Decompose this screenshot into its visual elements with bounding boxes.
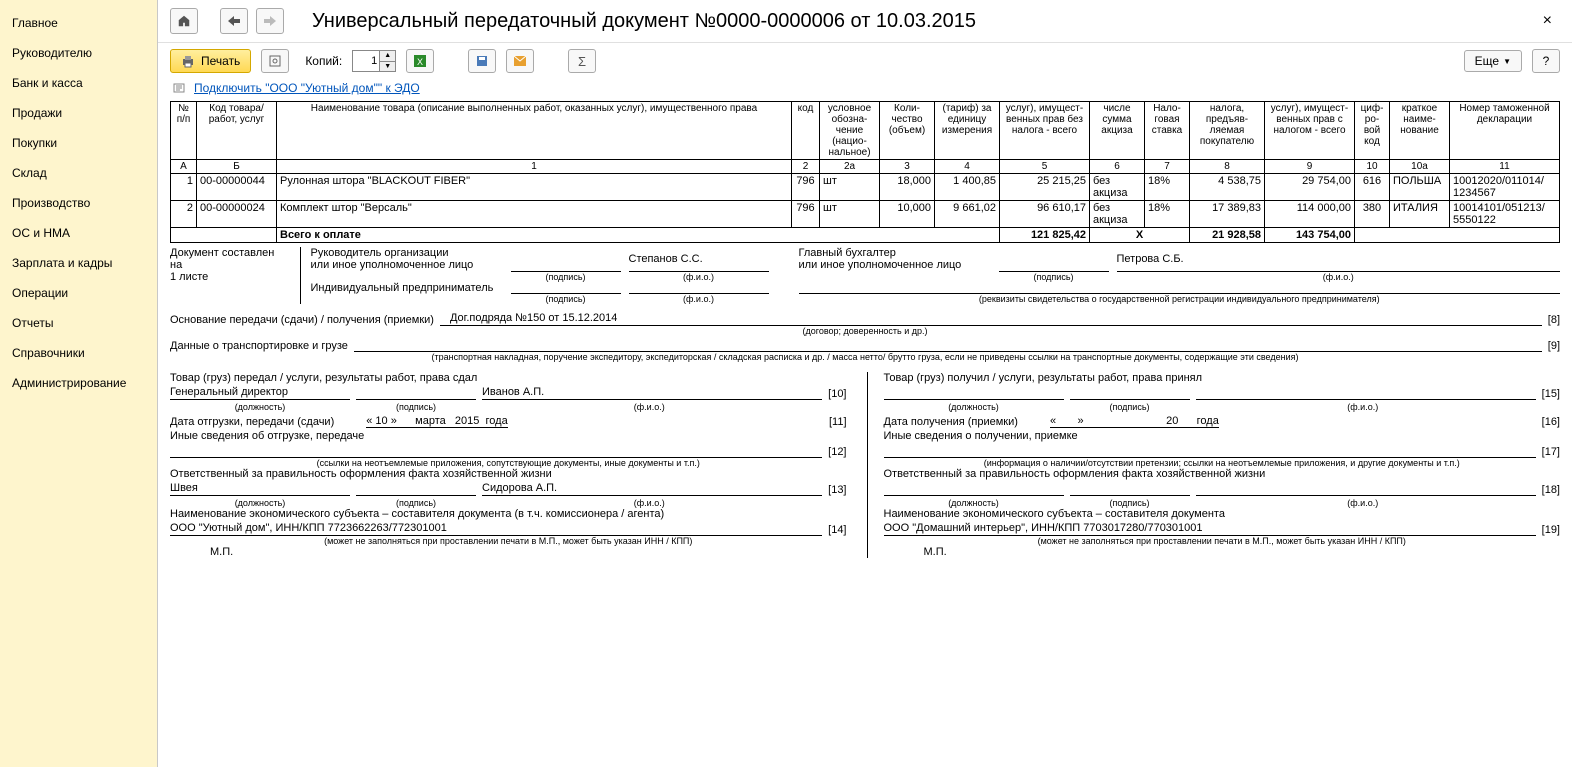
items-table: № п/п Код товара/ работ, услуг Наименова… <box>170 101 1560 243</box>
sidebar: Главное Руководителю Банк и касса Продаж… <box>0 0 158 767</box>
sidebar-item[interactable]: ОС и НМА <box>0 218 157 248</box>
spin-down[interactable]: ▼ <box>379 62 395 72</box>
signature-area: Документ составлен на 1 листе Руководите… <box>170 247 1560 558</box>
preview-button[interactable] <box>261 49 289 73</box>
edo-icon <box>172 81 186 95</box>
document-area: № п/п Код товара/ работ, услуг Наименова… <box>158 101 1572 767</box>
sidebar-item[interactable]: Отчеты <box>0 308 157 338</box>
sidebar-item[interactable]: Администрирование <box>0 368 157 398</box>
home-button[interactable] <box>170 8 198 34</box>
col-excise: числе сумма акциза <box>1090 102 1145 160</box>
sidebar-item[interactable]: Продажи <box>0 98 157 128</box>
page-title: Универсальный передаточный документ №000… <box>312 10 976 33</box>
email-button[interactable] <box>506 49 534 73</box>
close-button[interactable]: × <box>1535 8 1560 34</box>
col-decl: Номер таможенной декларации <box>1450 102 1560 160</box>
sidebar-item[interactable]: Банк и касса <box>0 68 157 98</box>
copies-label: Копий: <box>305 54 342 68</box>
copies-input[interactable] <box>353 51 379 71</box>
forward-button[interactable] <box>256 8 284 34</box>
edo-link[interactable]: Подключить "ООО "Уютный дом"" к ЭДО <box>194 81 420 95</box>
sidebar-item[interactable]: Производство <box>0 188 157 218</box>
sidebar-item[interactable]: Покупки <box>0 128 157 158</box>
col-kod: код <box>792 102 820 160</box>
sidebar-item[interactable]: Операции <box>0 278 157 308</box>
col-country: краткое наиме- нование <box>1390 102 1450 160</box>
spin-up[interactable]: ▲ <box>379 51 395 62</box>
table-row: 100-00000044Рулонная штора "BLACKOUT FIB… <box>171 174 1560 201</box>
copies-spinner[interactable]: ▲▼ <box>352 50 396 72</box>
sidebar-item[interactable]: Склад <box>0 158 157 188</box>
sidebar-item[interactable]: Руководителю <box>0 38 157 68</box>
total-row: Всего к оплате121 825,42Х21 928,58143 75… <box>171 228 1560 243</box>
col-price: (тариф) за единицу измерения <box>935 102 1000 160</box>
print-icon <box>181 54 195 68</box>
col-unit: условное обозна- чение (нацио- нальное) <box>820 102 880 160</box>
more-button[interactable]: Еще▼ <box>1464 50 1522 72</box>
col-n: № п/п <box>171 102 197 160</box>
print-button[interactable]: Печать <box>170 49 251 73</box>
print-label: Печать <box>201 54 240 68</box>
sum-button[interactable]: Σ <box>568 49 596 73</box>
topbar: Универсальный передаточный документ №000… <box>158 0 1572 43</box>
excel-button[interactable]: X <box>406 49 434 73</box>
svg-text:Σ: Σ <box>578 54 586 68</box>
col-sum-notax: услуг), имущест- венных прав без налога … <box>1000 102 1090 160</box>
col-code: Код товара/ работ, услуг <box>197 102 277 160</box>
table-row: 200-00000024Комплект штор "Версаль"796шт… <box>171 201 1560 228</box>
back-button[interactable] <box>220 8 248 34</box>
receiver-col: Товар (груз) получил / услуги, результат… <box>867 372 1561 558</box>
col-tax: налога, предъяв- ляемая покупателю <box>1190 102 1265 160</box>
sender-col: Товар (груз) передал / услуги, результат… <box>170 372 847 558</box>
svg-text:X: X <box>417 57 423 67</box>
help-button[interactable]: ? <box>1532 49 1560 73</box>
col-rate: Нало- говая ставка <box>1145 102 1190 160</box>
toolbar: Печать Копий: ▲▼ X Σ Еще▼ ? <box>158 43 1572 79</box>
col-sum-tax: услуг), имущест- венных прав с налогом -… <box>1265 102 1355 160</box>
save-button[interactable] <box>468 49 496 73</box>
sidebar-item[interactable]: Справочники <box>0 338 157 368</box>
col-name: Наименование товара (описание выполненны… <box>277 102 792 160</box>
sidebar-item[interactable]: Главное <box>0 8 157 38</box>
col-dcode: циф- ро- вой код <box>1355 102 1390 160</box>
col-qty: Коли- чество (объем) <box>880 102 935 160</box>
sidebar-item[interactable]: Зарплата и кадры <box>0 248 157 278</box>
